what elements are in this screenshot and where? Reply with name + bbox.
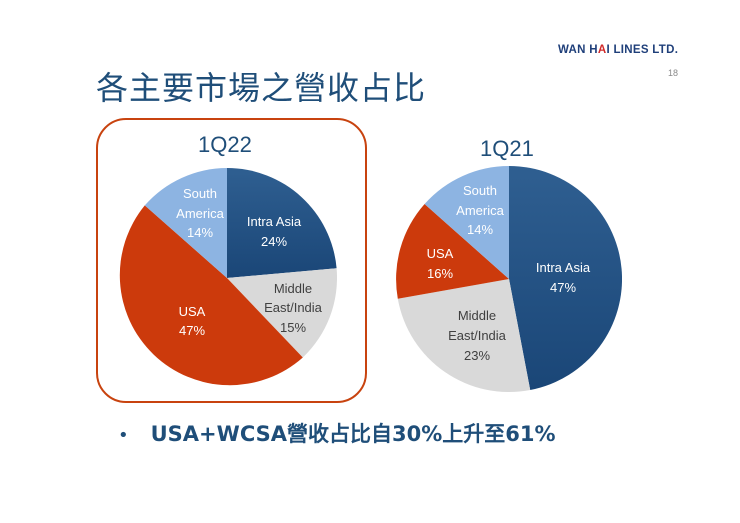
slice-south-america <box>144 168 227 278</box>
slice-middle-east-india <box>227 268 337 358</box>
bullet-text: USA+WCSA營收占比自30%上升至61% <box>150 422 556 446</box>
label-south-america-pct: 14% <box>467 222 493 237</box>
label-intra-asia: Intra Asia <box>247 214 302 229</box>
chart-title-1q21: 1Q21 <box>480 136 534 161</box>
label-south-america-pct: 14% <box>187 225 213 240</box>
label-middle-east-line1: Middle <box>274 281 312 296</box>
pie-chart-1q21: South America 14% USA 16% Intra Asia 47%… <box>396 166 622 392</box>
company-logo: WAN HAI LINES LTD. <box>558 44 678 56</box>
label-south-america-line2: America <box>456 203 504 218</box>
summary-bullet: • USA+WCSA營收占比自30%上升至61% <box>118 418 556 448</box>
logo-text-rest: I LINES LTD. <box>606 44 679 56</box>
label-middle-east-line2: East/India <box>264 300 323 315</box>
label-south-america-line2: America <box>176 206 224 221</box>
label-intra-asia: Intra Asia <box>536 260 591 275</box>
label-middle-east-pct: 23% <box>464 348 490 363</box>
label-usa: USA <box>179 304 206 319</box>
slice-usa <box>396 204 509 299</box>
bullet-marker: • <box>118 425 129 446</box>
slice-middle-east-india <box>397 279 531 392</box>
label-south-america-line1: South <box>463 183 497 198</box>
label-south-america-line1: South <box>183 186 217 201</box>
label-middle-east-pct: 15% <box>280 320 306 335</box>
page-number: 18 <box>668 68 679 78</box>
pie-chart-1q22: South America 14% Intra Asia 24% USA 47%… <box>119 168 337 386</box>
label-usa-pct: 16% <box>427 266 453 281</box>
highlight-frame <box>96 118 367 403</box>
label-intra-asia-pct: 24% <box>261 234 287 249</box>
slice-south-america <box>424 166 509 279</box>
page-title: 各主要市場之營收占比 <box>96 69 427 107</box>
label-middle-east-line1: Middle <box>458 308 496 323</box>
logo-text: WAN H <box>558 44 598 56</box>
label-usa-pct: 47% <box>179 323 205 338</box>
label-usa: USA <box>427 246 454 261</box>
label-middle-east-line2: East/India <box>448 328 507 343</box>
slice-intra-asia <box>509 166 622 390</box>
slice-intra-asia <box>227 168 337 278</box>
chart-title-1q22: 1Q22 <box>198 132 252 157</box>
label-intra-asia-pct: 47% <box>550 280 576 295</box>
slice-usa <box>119 205 303 386</box>
logo-accent: A <box>597 44 607 56</box>
